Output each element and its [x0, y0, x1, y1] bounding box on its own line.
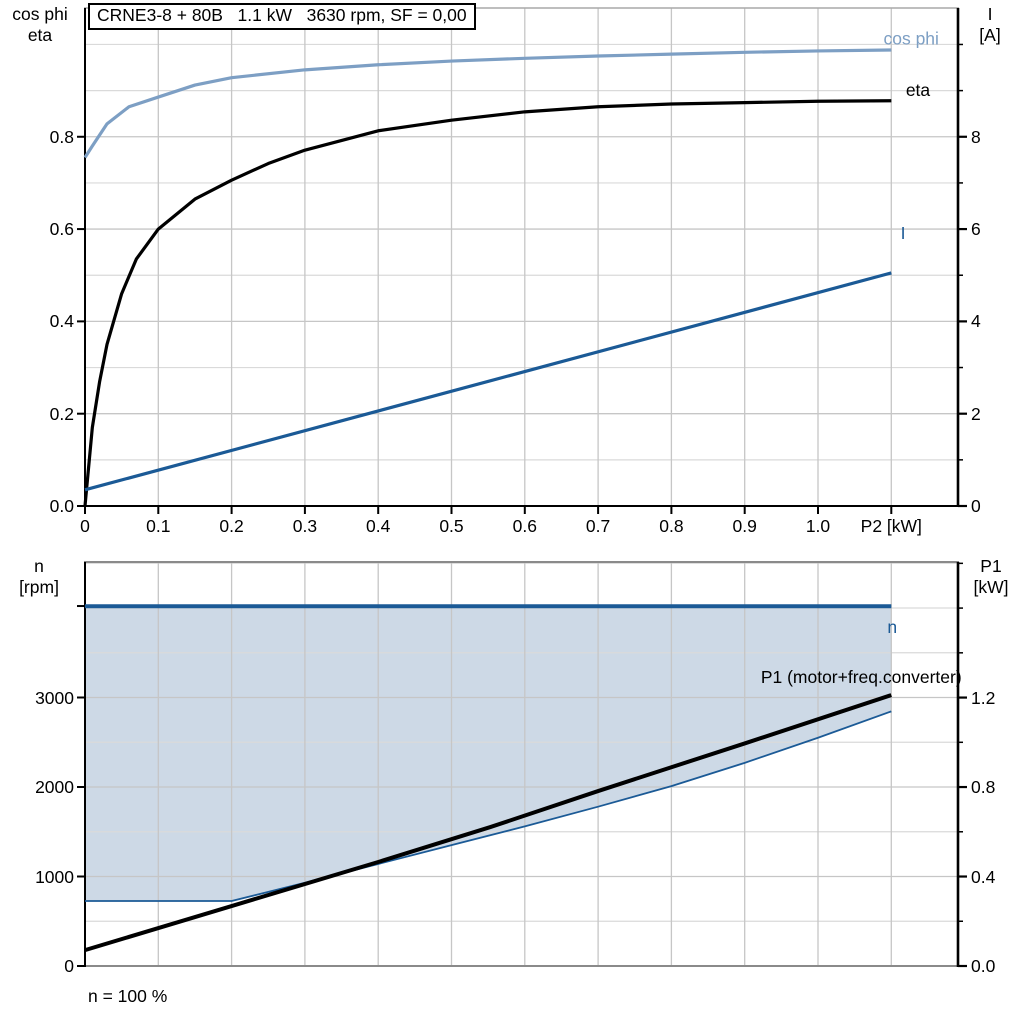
- axis-header-line: n: [34, 556, 44, 576]
- y-right-tick-label: 1.2: [971, 687, 996, 708]
- y-left-tick-label: 0: [64, 956, 74, 976]
- y-right-tick-label: 2: [971, 403, 981, 424]
- cos-phi-curve: [83, 48, 892, 159]
- x-tick-label: 0.9: [732, 516, 757, 536]
- x-tick-label: 0.6: [512, 516, 537, 536]
- upper-chart: cos phi eta I: [77, 7, 967, 514]
- current-curve: [84, 271, 892, 492]
- n-line-curve-label: n: [887, 617, 897, 637]
- y-left-tick-label: 0.2: [49, 403, 74, 424]
- lower-chart: n P1 (motor+freq.converter): [77, 561, 967, 968]
- y-right-tick-label: 6: [971, 219, 981, 240]
- speed-band-fill: [85, 606, 892, 902]
- axis-header-upper-right: I [A]: [962, 4, 1018, 46]
- y-right-tick-label: 0.0: [971, 956, 996, 976]
- axis-header-lower-right: P1 [kW]: [962, 556, 1020, 598]
- n-min-curve: [85, 710, 892, 902]
- axis-header-line: cos phi: [12, 4, 68, 24]
- y-right-tick-label: 0: [971, 496, 981, 516]
- x-tick-label: 0.3: [292, 516, 318, 536]
- x-tick-label: 0.1: [146, 516, 171, 536]
- p1-curve-label: P1 (motor+freq.converter): [761, 667, 962, 687]
- y-right-tick-label: 0.4: [971, 866, 996, 887]
- x-tick-label: 0.5: [439, 516, 464, 536]
- y-right-tick-label: 0.8: [971, 777, 996, 798]
- y-left-tick-label: 3000: [35, 687, 74, 708]
- x-tick-label: 0.7: [585, 516, 611, 536]
- x-tick-label: 0.2: [219, 516, 244, 536]
- x-tick-label: 0: [80, 516, 90, 536]
- y-right-tick-label: 8: [971, 126, 981, 147]
- x-tick-label: 1.0: [805, 516, 831, 536]
- y-left-tick-label: 0.8: [49, 126, 74, 147]
- y-left-tick-label: 0.0: [49, 496, 74, 516]
- footer-note: n = 100 %: [88, 986, 168, 1006]
- y-left-tick-label: 0.6: [49, 219, 74, 240]
- eta-curve: [83, 99, 892, 507]
- x-tick-label: 0.4: [366, 516, 391, 536]
- axis-header-line: [kW]: [973, 577, 1009, 597]
- axis-header-line: eta: [27, 25, 53, 45]
- axis-header-upper-left: cos phi eta: [4, 4, 76, 46]
- eta-curve-label: eta: [906, 80, 931, 100]
- y-left-tick-label: 1000: [35, 866, 74, 887]
- title-box: CRNE3-8 + 80B 1.1 kW 3630 rpm, SF = 0,00: [88, 3, 476, 30]
- axis-header-line: P1: [980, 556, 1002, 576]
- axis-header-line: [rpm]: [19, 577, 59, 597]
- p1-curve: [84, 693, 892, 953]
- y-right-tick-label: 4: [971, 311, 981, 332]
- y-left-tick-label: 0.4: [49, 311, 74, 332]
- x-tick-label: 0.8: [659, 516, 684, 536]
- y-left-tick-label: 2000: [35, 777, 74, 797]
- axis-header-line: I: [987, 4, 993, 24]
- cos-phi-curve-label: cos phi: [883, 28, 938, 48]
- axis-header-lower-left: n [rpm]: [4, 556, 74, 598]
- axis-header-line: [A]: [979, 25, 1001, 45]
- current-curve-label: I: [901, 223, 906, 243]
- x-axis-unit-label: P2 [kW]: [860, 516, 922, 536]
